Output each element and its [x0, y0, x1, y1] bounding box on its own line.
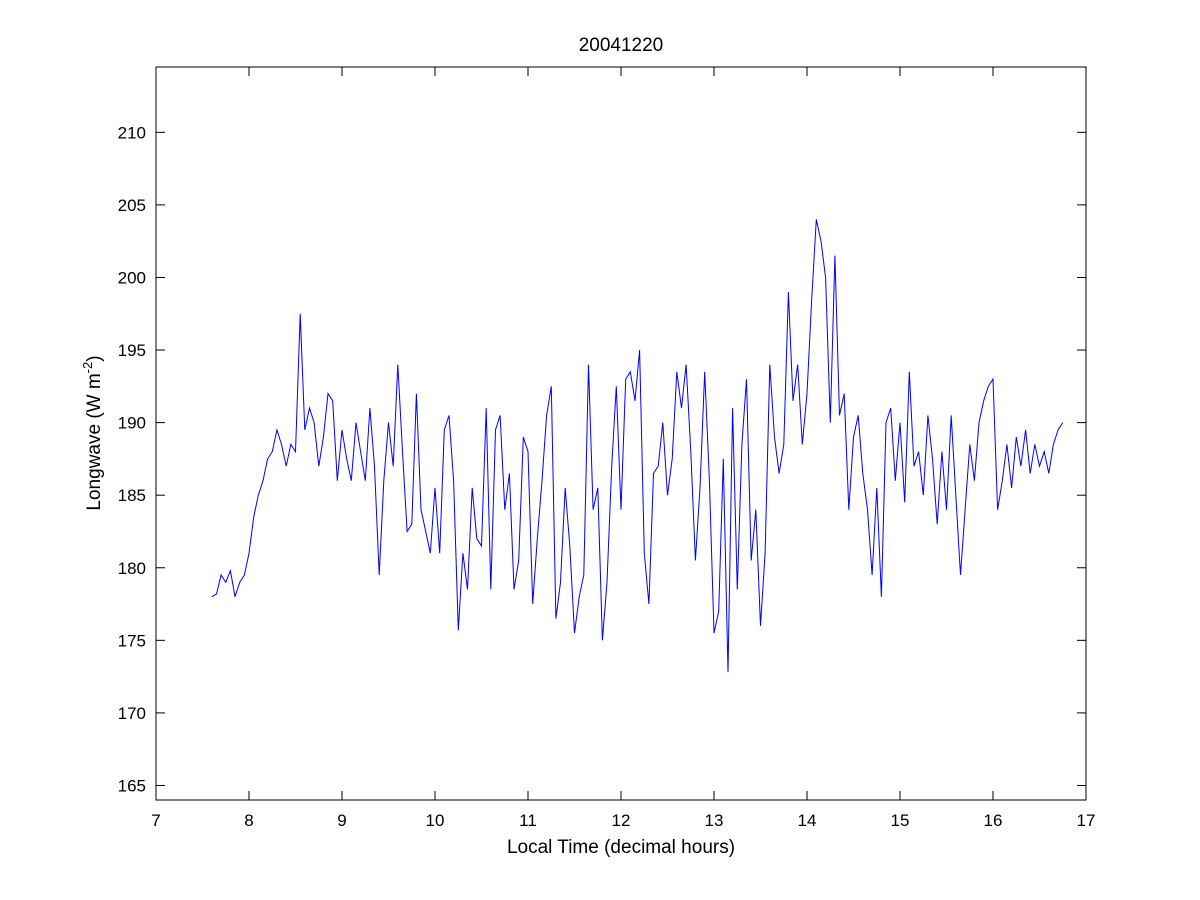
y-axis-label-main: Longwave (W m: [84, 373, 105, 510]
y-tick-label: 210: [118, 123, 146, 142]
x-tick-label: 14: [798, 811, 817, 830]
y-tick-label: 180: [118, 559, 146, 578]
x-tick-label: 15: [891, 811, 910, 830]
y-tick-label: 205: [118, 196, 146, 215]
x-axis-label: Local Time (decimal hours): [507, 837, 735, 858]
x-tick-label: 17: [1077, 811, 1096, 830]
y-tick-label: 185: [118, 486, 146, 505]
tick-labels: 7 8 9 10 11 12 13 14 15 16 17 165 170 175 180 185 190 195…: [118, 123, 1096, 830]
y-tick-label: 165: [118, 776, 146, 795]
axis-ticks: [155, 67, 1087, 800]
x-tick-label: 13: [705, 811, 724, 830]
y-tick-label: 200: [118, 268, 146, 287]
y-axis-label-close: ): [84, 355, 105, 361]
x-tick-label: 8: [244, 811, 253, 830]
y-tick-label: 190: [118, 414, 146, 433]
data-series-line: [211, 219, 1064, 673]
x-tick-label: 7: [151, 811, 160, 830]
x-tick-label: 11: [519, 811, 537, 830]
x-tick-label: 9: [337, 811, 346, 830]
x-tick-label: 12: [612, 811, 631, 830]
chart-title: 20041220: [579, 35, 664, 56]
x-tick-label: 16: [984, 811, 1003, 830]
y-tick-label: 195: [118, 341, 146, 360]
y-axis-label: Longwave (W m-2): [80, 355, 105, 510]
x-tick-label: 10: [426, 811, 445, 830]
plot-area: [155, 66, 1087, 801]
y-axis-label-exponent: -2: [80, 362, 95, 374]
y-tick-label: 175: [118, 631, 146, 650]
y-tick-label: 170: [118, 704, 146, 723]
